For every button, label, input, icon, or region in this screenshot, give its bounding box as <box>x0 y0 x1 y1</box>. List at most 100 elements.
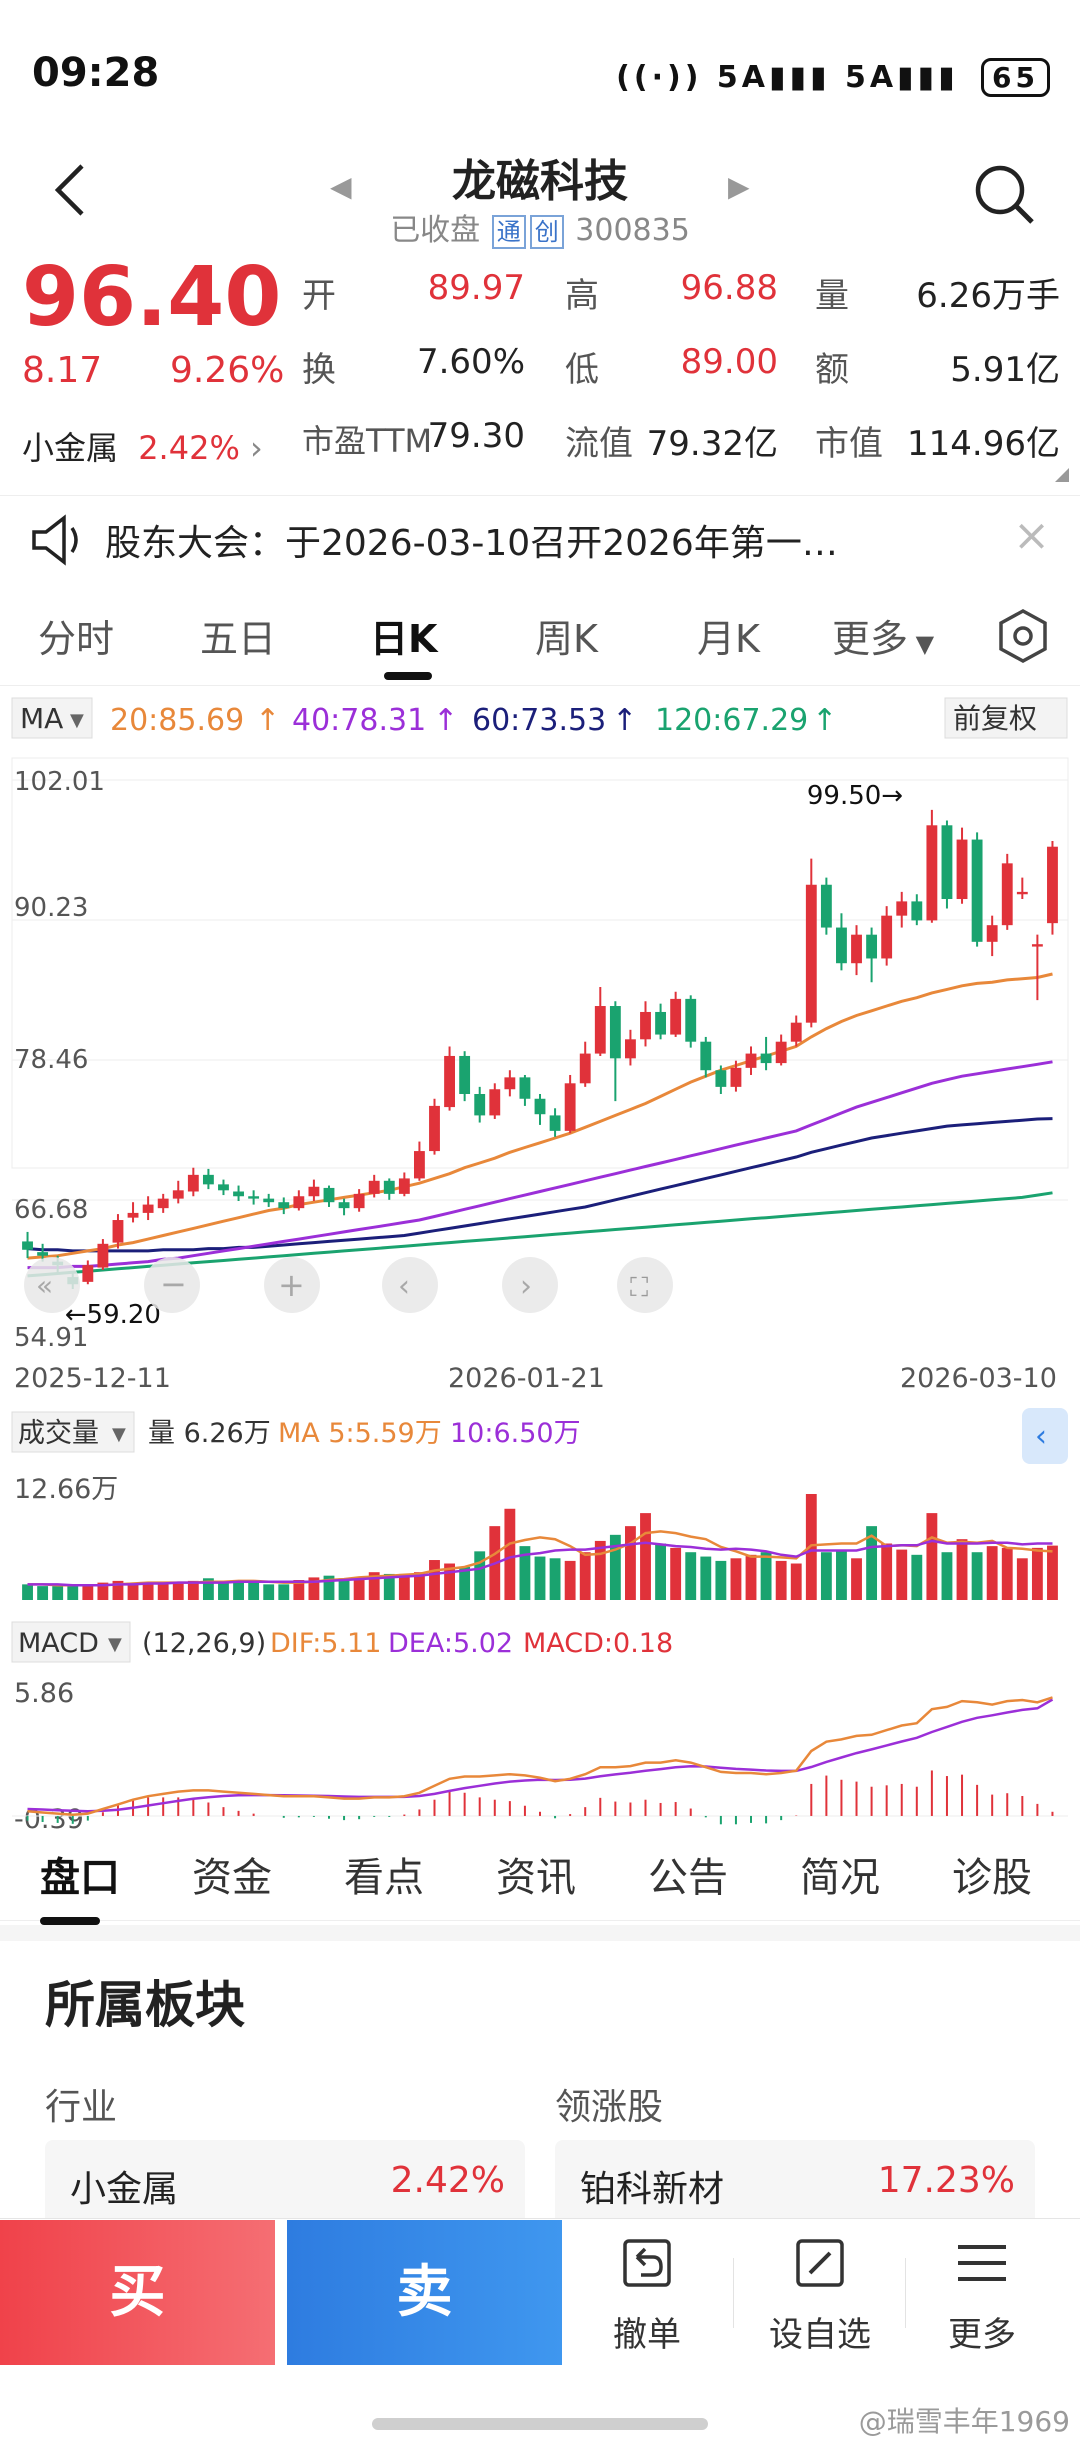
leader-card[interactable]: 铂科新材 17.23% <box>555 2140 1035 2230</box>
volume-bar <box>429 1560 440 1600</box>
candle-body <box>338 1202 350 1209</box>
announcement-text: 股东大会：于2026-03-10召开2026年第一… <box>105 523 838 564</box>
tab-intraday[interactable]: 分时 <box>38 617 115 661</box>
zoom-out-button[interactable] <box>144 1257 200 1313</box>
ma40-legend: 40:78.31 <box>292 703 426 738</box>
volume-bar <box>1001 1547 1013 1600</box>
volume-bar <box>233 1581 244 1600</box>
more-label: 更多 <box>948 2315 1016 2355</box>
candle-body <box>22 1241 33 1250</box>
fullscreen-button[interactable] <box>617 1257 673 1313</box>
tab-announcements[interactable]: 公告 <box>648 1855 728 1901</box>
scroll-right-button[interactable] <box>502 1257 558 1313</box>
ma60-line <box>27 1117 1053 1253</box>
candle-body <box>202 1174 214 1185</box>
status-icons: ((·)) 5A▮▮▮ 5A▮▮▮ 65 <box>616 58 1050 97</box>
chart-settings-button[interactable] <box>995 608 1051 668</box>
candle-body <box>715 1070 727 1087</box>
candle-body <box>157 1198 169 1209</box>
volume-bar <box>1031 1547 1043 1600</box>
tab-daily-k[interactable]: 日K <box>370 617 438 661</box>
volume-bar <box>278 1584 290 1600</box>
price-grid <box>12 779 1068 1201</box>
volume-bar <box>1047 1545 1058 1600</box>
more-button[interactable]: 更多 <box>897 2235 1067 2356</box>
sell-button[interactable]: 卖 <box>287 2220 562 2365</box>
y-tick-label: 78.46 <box>14 1045 88 1075</box>
industry-card[interactable]: 小金属 2.42% <box>45 2140 525 2230</box>
search-button[interactable] <box>970 160 1040 230</box>
volume-bar <box>37 1586 49 1600</box>
tab-funds[interactable]: 资金 <box>192 1855 272 1901</box>
candle-body <box>353 1193 365 1209</box>
section-divider <box>0 1925 1080 1941</box>
volume-bar <box>715 1560 727 1600</box>
candle-body <box>263 1198 275 1203</box>
kline-chart[interactable]: MA ▼ 20:85.69 ↑ 40:78.31 ↑ 60:73.53 ↑ 12… <box>0 690 1080 1835</box>
macd-title: MACD <box>18 1628 99 1659</box>
zoom-in-button[interactable] <box>264 1257 320 1313</box>
home-indicator[interactable] <box>372 2418 708 2430</box>
announcement-bar[interactable]: 股东大会：于2026-03-10召开2026年第一… × <box>0 495 1080 586</box>
volume-bar <box>805 1493 817 1600</box>
scroll-left-button[interactable] <box>382 1257 438 1313</box>
volume-max-label: 12.66万 <box>14 1474 118 1505</box>
candle-body <box>383 1180 395 1194</box>
tab-highlights[interactable]: 看点 <box>344 1855 424 1901</box>
candle-body <box>594 1006 606 1054</box>
volume-indicator-selector[interactable] <box>11 1411 135 1453</box>
low-marker: ←59.20 <box>65 1300 161 1330</box>
tab-diagnosis[interactable]: 诊股 <box>952 1855 1032 1901</box>
chart-nav-controls: « − + ‹ › ⛶ <box>24 1257 673 1313</box>
arrow-up-icon: ↑ <box>612 703 637 738</box>
side-panel-toggle[interactable] <box>1022 1408 1068 1464</box>
sector-link[interactable]: 小金属 2.42% › <box>22 423 263 469</box>
volume-bar <box>594 1540 606 1600</box>
prev-stock-arrow-icon[interactable]: ◀ <box>330 170 352 203</box>
signal-label-2: 5A <box>844 60 898 95</box>
high-value: 96.88 <box>680 268 778 308</box>
candle-body <box>775 1041 787 1064</box>
volume-bar <box>172 1582 184 1600</box>
candle-body <box>398 1178 410 1194</box>
volume-bar <box>911 1554 923 1600</box>
tab-monthly-k[interactable]: 月K <box>697 617 760 661</box>
volume-bar <box>263 1584 275 1600</box>
tab-profile[interactable]: 简况 <box>800 1855 880 1901</box>
undo-icon <box>562 2235 732 2297</box>
price-change-pct: 9.26% <box>170 350 285 391</box>
scroll-left-fast-button[interactable] <box>24 1257 80 1313</box>
pe-label: 市盈TTM <box>302 422 433 460</box>
caret-down-icon: ▼ <box>108 1634 122 1655</box>
ma-selector[interactable] <box>11 697 93 739</box>
next-stock-arrow-icon[interactable]: ▶ <box>728 170 750 203</box>
volume-bar <box>655 1543 667 1600</box>
tab-more-label: 更多 <box>832 617 909 661</box>
candle-body <box>112 1220 124 1243</box>
tab-more[interactable]: 更多 ▼ <box>832 608 934 663</box>
tab-weekly-k[interactable]: 周K <box>535 617 598 661</box>
candle-body <box>97 1243 109 1268</box>
volume-bar <box>896 1549 908 1600</box>
tab-order-book[interactable]: 盘口 <box>40 1855 120 1901</box>
x-tick-label: 2026-03-10 <box>900 1363 1057 1394</box>
candle-body <box>1047 846 1058 924</box>
tab-news[interactable]: 资讯 <box>496 1855 576 1901</box>
add-watchlist-button[interactable]: 设自选 <box>735 2235 905 2356</box>
macd-indicator-selector[interactable] <box>11 1621 131 1663</box>
candle-body <box>625 1039 636 1059</box>
cancel-order-button[interactable]: 撤单 <box>562 2235 732 2356</box>
volume-bar <box>820 1552 832 1600</box>
tab-five-day[interactable]: 五日 <box>200 617 277 661</box>
expand-corner-icon[interactable] <box>1055 468 1069 482</box>
back-button[interactable] <box>50 160 100 230</box>
candle-body <box>37 1252 49 1256</box>
adjust-selector[interactable] <box>944 697 1068 739</box>
close-icon[interactable]: × <box>1013 510 1050 561</box>
candle-body <box>730 1067 742 1087</box>
buy-button[interactable]: 买 <box>0 2220 275 2365</box>
signal-label-1: 5A <box>716 60 769 95</box>
volume-bar <box>202 1578 214 1600</box>
candle-body <box>459 1055 471 1095</box>
volume-bar <box>22 1584 33 1600</box>
